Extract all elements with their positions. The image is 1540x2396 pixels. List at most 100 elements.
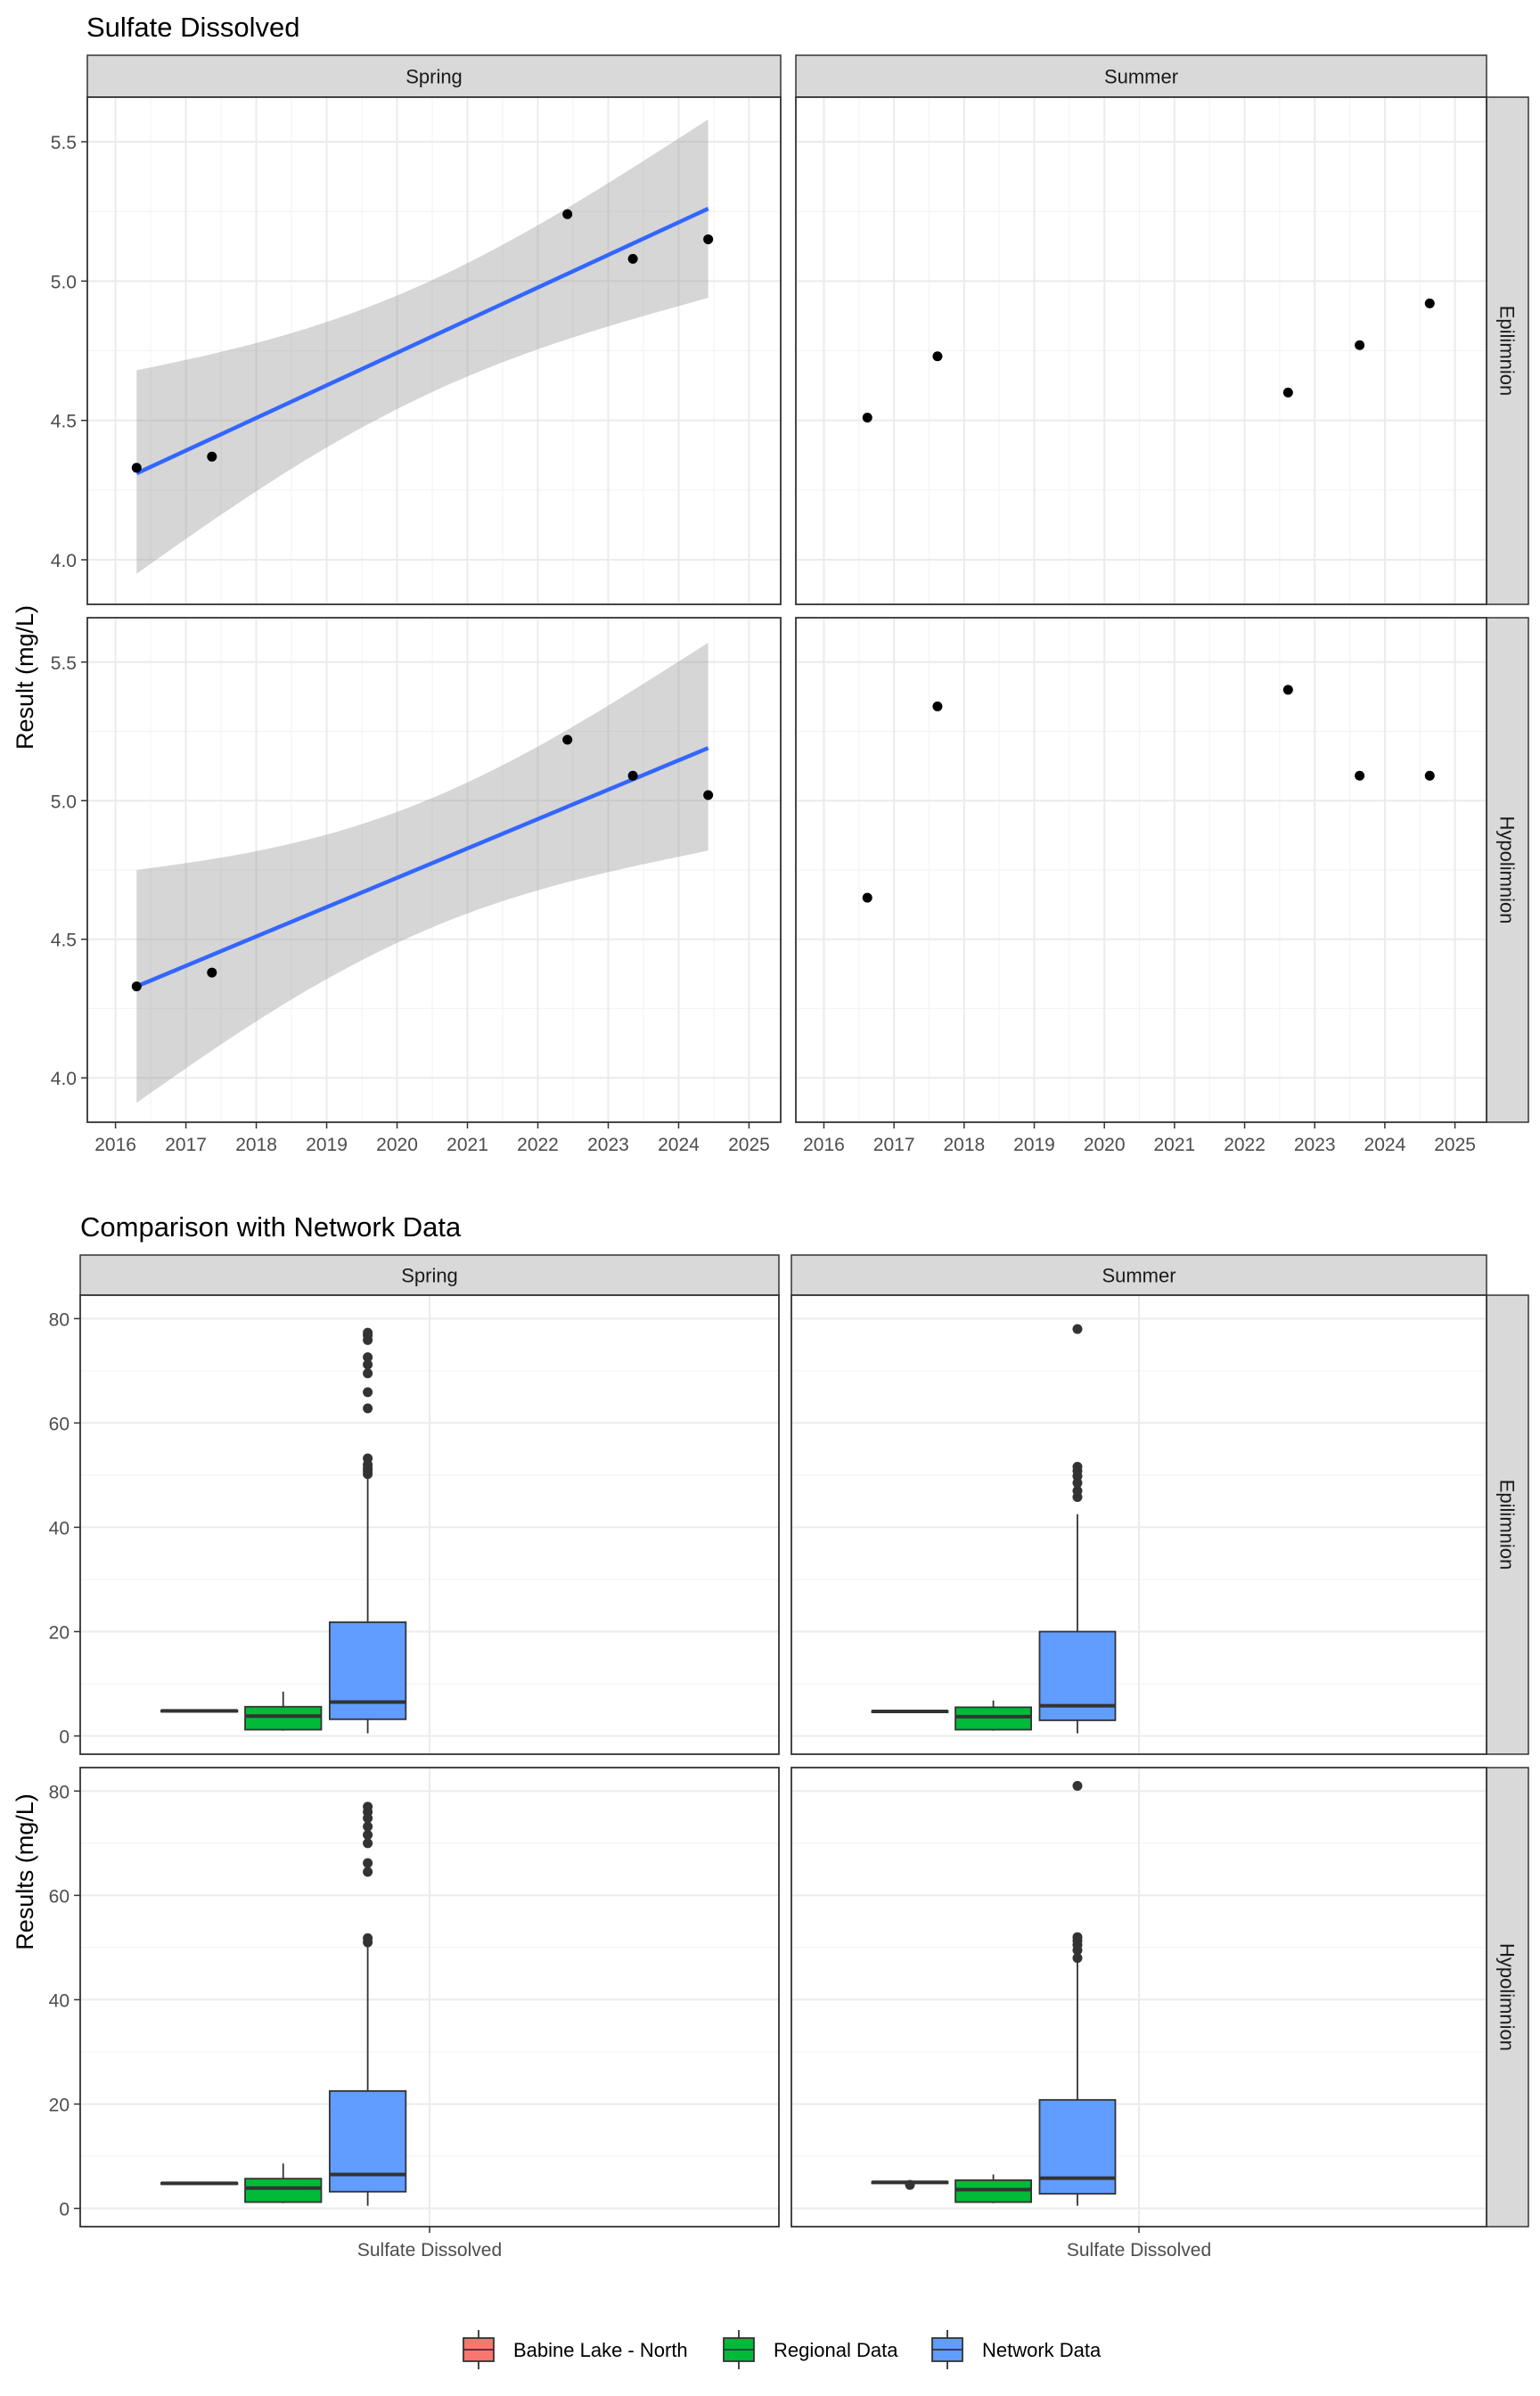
chart1-panel-spring-epilimnion-ytick-label-5.0: 5.0 [51,272,77,292]
chart2-panel-summer-epilimnion-box-network-data-outlier-2 [1072,1478,1083,1489]
chart2-panel-spring-epilimnion-box-network-data-outlier-7 [363,1368,373,1379]
chart1-panel-spring-hypolimnion-xtick-label-2024: 2024 [658,1135,700,1155]
chart2-panel-spring-epilimnion-box-network-data-outlier-4 [363,1453,373,1464]
chart2-panel-spring-epilimnion-box-network-data-outlier-5 [363,1403,373,1414]
chart2-panel-summer-hypolimnion-box-network-data [1038,1780,1117,2206]
chart2-panel-spring-epilimnion-box-network-data-outlier-12 [363,1327,373,1338]
chart2-panel-spring-epilimnion-box-network-data-iqr-box [328,1621,407,1720]
chart2-panel-summer-hypolimnion-xtick-label: Sulfate Dissolved [1067,2240,1211,2261]
chart1-panel-summer-epilimnion [795,96,1487,605]
chart1-row-hypolimnion-strip-label: Hypolimnion [1496,816,1519,923]
chart1-col-spring-strip-label: Spring [405,66,463,88]
chart1-panel-spring-hypolimnion-border [86,617,782,1123]
chart2-col-summer-strip-label: Summer [1102,1265,1175,1287]
chart2-panel-summer-epilimnion [790,1294,1487,1755]
chart1-col-summer-strip [795,54,1487,98]
chart1-panel-spring-hypolimnion-point-0 [131,981,142,992]
chart2-panel-spring-epilimnion-ytick-label-40: 40 [49,1518,70,1539]
chart2-row-hypolimnion-strip [1486,1767,1529,2228]
chart2-title: Comparison with Network Data [80,1211,462,1243]
chart1-title: Sulfate Dissolved [86,12,300,43]
chart2-panel-spring-epilimnion-box-regional-data [244,1691,323,1731]
chart1-panel-spring-epilimnion-point-1 [207,451,217,462]
chart1-panel-summer-epilimnion-point-2 [1282,387,1293,398]
chart1-y-axis-label: Result (mg/L) [12,605,38,750]
chart1-panel-summer-hypolimnion-xtick-label-2017: 2017 [873,1135,915,1155]
chart2-panel-summer-epilimnion-box-regional-data-iqr-box [954,1706,1032,1731]
chart2-panel-spring-epilimnion-box-babine-lake-north [160,1709,239,1713]
chart1-panel-spring-epilimnion-point-4 [703,234,714,244]
chart1-panel-spring-hypolimnion-xtick-label-2025: 2025 [728,1135,770,1155]
chart2-panel-summer-hypolimnion-box-network-data-outlier-0 [1072,1953,1083,1964]
chart2-panel-summer-hypolimnion [790,1767,1487,2228]
chart1-panel-spring-hypolimnion-xtick-label-2016: 2016 [94,1135,136,1155]
chart2-panel-spring-hypolimnion-box-network-data-outlier-1 [363,1932,373,1943]
chart1-panel-spring-epilimnion-ytick-label-5.5: 5.5 [51,133,77,153]
chart2-row-hypolimnion-strip-label: Hypolimnion [1496,1943,1519,2051]
chart1-panel-spring-hypolimnion-point-3 [627,770,638,781]
chart2-faceted-boxplot: Spring Summer Epilimnion Hypolimnion 0 20 40 60… [49,1254,1529,2261]
chart2-panel-summer-epilimnion-box-network-data-outlier-6 [1072,1324,1083,1334]
chart1-panel-summer-hypolimnion-xtick-label-2022: 2022 [1224,1135,1266,1155]
chart1-panel-spring-epilimnion-point-3 [627,253,638,264]
chart2-panel-spring-hypolimnion-box-network-data-outlier-3 [363,1858,373,1868]
chart1-panel-spring-epilimnion-trend-line [135,207,709,476]
chart1-panel-spring-epilimnion-point-2 [562,209,573,219]
chart1-panel-summer-hypolimnion-xtick-label-2021: 2021 [1154,1135,1196,1155]
chart2-panel-spring-epilimnion-ytick-label-0: 0 [59,1727,70,1748]
chart1-row-epilimnion-strip [1486,96,1529,605]
legend: Babine Lake - North Regional Data Network … [463,2330,1102,2369]
chart1-panel-summer-hypolimnion-border [795,617,1487,1123]
chart1-panel-summer-epilimnion-point-0 [862,413,872,423]
chart1-panel-summer-hypolimnion [795,617,1487,1123]
chart2-panel-summer-hypolimnion-box-network-data-outlier-5 [1072,1780,1083,1791]
legend-item-regional-data-label: Regional Data [774,2339,898,2361]
chart1-panel-spring-epilimnion-ytick-label-4.5: 4.5 [51,412,77,432]
chart1-panel-spring-hypolimnion-ytick-label-5.0: 5.0 [51,792,77,812]
chart1-panel-summer-hypolimnion-xtick-label-2025: 2025 [1434,1135,1476,1155]
chart2-panel-spring-epilimnion-box-network-data [328,1327,407,1734]
chart2-panel-spring-hypolimnion-box-network-data-outlier-4 [363,1838,373,1849]
chart2-panel-spring-hypolimnion-box-regional-data-iqr-box [244,2178,323,2203]
chart2-panel-summer-hypolimnion-box-network-data-outlier-4 [1072,1932,1083,1942]
chart1-panel-summer-epilimnion-point-3 [1355,340,1365,350]
chart1-faceted-scatter: Spring Summer Epilimnion Hypolimnion 4.0 4.5 5… [51,54,1529,1155]
chart1-panel-summer-hypolimnion-point-0 [862,892,872,903]
chart1-panel-spring-hypolimnion-confidence-band [136,643,709,1104]
chart2-panel-spring-hypolimnion-box-network-data-outlier-9 [363,1801,373,1812]
chart2-panel-spring-hypolimnion-ytick-label-60: 60 [49,1886,70,1907]
chart1-panel-summer-epilimnion-point-1 [932,351,943,362]
chart2-panel-summer-epilimnion-box-network-data-outlier-1 [1072,1485,1083,1496]
chart1-panel-spring-hypolimnion-xtick-label-2022: 2022 [517,1135,559,1155]
chart2-panel-summer-hypolimnion-box-regional-data [954,2174,1032,2203]
chart1-panel-spring-hypolimnion-ytick-label-5.5: 5.5 [51,653,77,674]
chart2-panel-summer-hypolimnion-box-babine-lake-north [871,2179,949,2190]
chart2-panel-spring-hypolimnion-box-network-data-outlier-2 [363,1867,373,1877]
chart2-panel-summer-epilimnion-box-network-data [1038,1324,1117,1734]
chart2-panel-spring-epilimnion-ytick-label-80: 80 [49,1309,70,1330]
chart1-panel-spring-hypolimnion-point-4 [703,790,714,800]
chart2-panel-summer-hypolimnion-box-babine-lake-north-outlier-0 [905,2179,915,2190]
chart1-panel-spring-hypolimnion-point-1 [207,967,217,978]
chart2-panel-summer-epilimnion-box-babine-lake-north [871,1710,949,1714]
chart2-row-epilimnion-strip-label: Epilimnion [1496,1480,1519,1571]
chart1-panel-summer-hypolimnion-xtick-label-2020: 2020 [1084,1135,1126,1155]
chart2-panel-spring-hypolimnion-ytick-label-0: 0 [59,2200,70,2220]
chart1-panel-spring-hypolimnion-xtick-label-2020: 2020 [376,1135,418,1155]
chart2-panel-spring-hypolimnion-ytick-label-80: 80 [49,1782,70,1802]
chart1-panel-spring-hypolimnion-ytick-label-4.5: 4.5 [51,931,77,951]
chart1-panel-spring-hypolimnion-xtick-label-2019: 2019 [306,1135,348,1155]
legend-item-regional-data: Regional Data [723,2330,898,2369]
legend-item-network-data: Network Data [931,2330,1102,2369]
chart2-panel-spring-epilimnion [79,1294,780,1755]
chart1-panel-summer-hypolimnion-xtick-label-2019: 2019 [1013,1135,1055,1155]
chart2-panel-spring-hypolimnion-xtick-label: Sulfate Dissolved [357,2240,502,2261]
chart2-panel-spring-hypolimnion-box-network-data-iqr-box [328,2089,407,2193]
chart1-col-summer-strip-label: Summer [1104,66,1178,88]
chart1-row-epilimnion-strip-label: Epilimnion [1496,306,1519,397]
chart1-col-spring-strip [86,54,782,98]
chart1-panel-spring-hypolimnion-ytick-label-4.0: 4.0 [51,1069,77,1089]
chart1-panel-summer-hypolimnion-xtick-label-2023: 2023 [1294,1135,1336,1155]
chart2-panel-spring-hypolimnion-box-network-data-outlier-5 [363,1829,373,1840]
